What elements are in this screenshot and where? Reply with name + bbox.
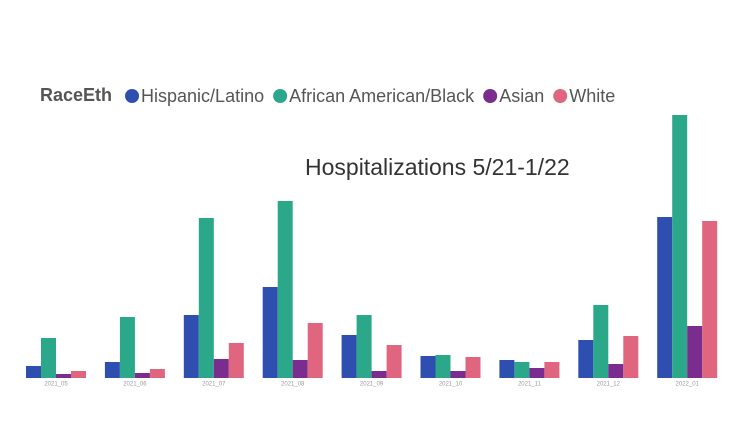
bar bbox=[420, 356, 436, 378]
bar bbox=[292, 360, 308, 378]
legend-marker bbox=[483, 89, 498, 103]
bar bbox=[450, 371, 466, 378]
bar bbox=[465, 357, 481, 378]
bar bbox=[277, 201, 293, 378]
bar bbox=[228, 343, 244, 378]
legend-marker bbox=[273, 89, 288, 103]
legend-label: White bbox=[569, 86, 615, 106]
bar bbox=[41, 338, 56, 378]
bar bbox=[529, 368, 545, 378]
legend-label: Hispanic/Latino bbox=[141, 86, 264, 106]
bar bbox=[687, 326, 703, 378]
bar bbox=[499, 360, 515, 378]
bar bbox=[608, 364, 624, 378]
legend-label: African American/Black bbox=[289, 86, 475, 106]
bar bbox=[593, 305, 609, 378]
x-tick-label: 2021_11 bbox=[518, 382, 542, 388]
bar bbox=[371, 371, 387, 378]
legend-label: Asian bbox=[499, 86, 544, 106]
x-tick-label: 2021_09 bbox=[360, 382, 384, 388]
bar bbox=[514, 362, 530, 378]
x-tick-label: 2021_07 bbox=[202, 382, 226, 388]
chart-title: Hospitalizations 5/21-1/22 bbox=[305, 154, 570, 180]
bar bbox=[134, 373, 150, 378]
bar bbox=[104, 362, 120, 378]
bar bbox=[56, 374, 71, 378]
bar bbox=[356, 315, 372, 378]
bar bbox=[435, 355, 451, 378]
bar bbox=[213, 359, 229, 378]
bar bbox=[307, 323, 323, 378]
x-tick-label: 2021_08 bbox=[281, 382, 305, 388]
x-tick-label: 2021_06 bbox=[123, 382, 147, 388]
bar bbox=[341, 335, 357, 378]
legend-marker bbox=[125, 89, 140, 103]
bar bbox=[183, 315, 199, 378]
bar bbox=[198, 218, 214, 378]
bar bbox=[672, 115, 688, 378]
bar bbox=[578, 340, 594, 378]
x-tick-label: 2021_12 bbox=[597, 382, 621, 388]
bar bbox=[262, 287, 278, 378]
bar bbox=[702, 221, 718, 378]
x-tick-label: 2021_10 bbox=[439, 382, 463, 388]
x-tick-label: 2022_01 bbox=[676, 382, 700, 388]
legend-title: RaceEth bbox=[40, 85, 112, 105]
bar bbox=[26, 366, 41, 378]
bar bbox=[386, 345, 402, 378]
bar bbox=[71, 371, 86, 378]
bar bbox=[623, 336, 639, 378]
bar bbox=[149, 369, 165, 378]
bar bbox=[544, 362, 560, 378]
x-tick-label: 2021_05 bbox=[44, 382, 68, 388]
legend-marker bbox=[553, 89, 568, 103]
bar bbox=[119, 317, 135, 378]
bar bbox=[657, 217, 673, 378]
